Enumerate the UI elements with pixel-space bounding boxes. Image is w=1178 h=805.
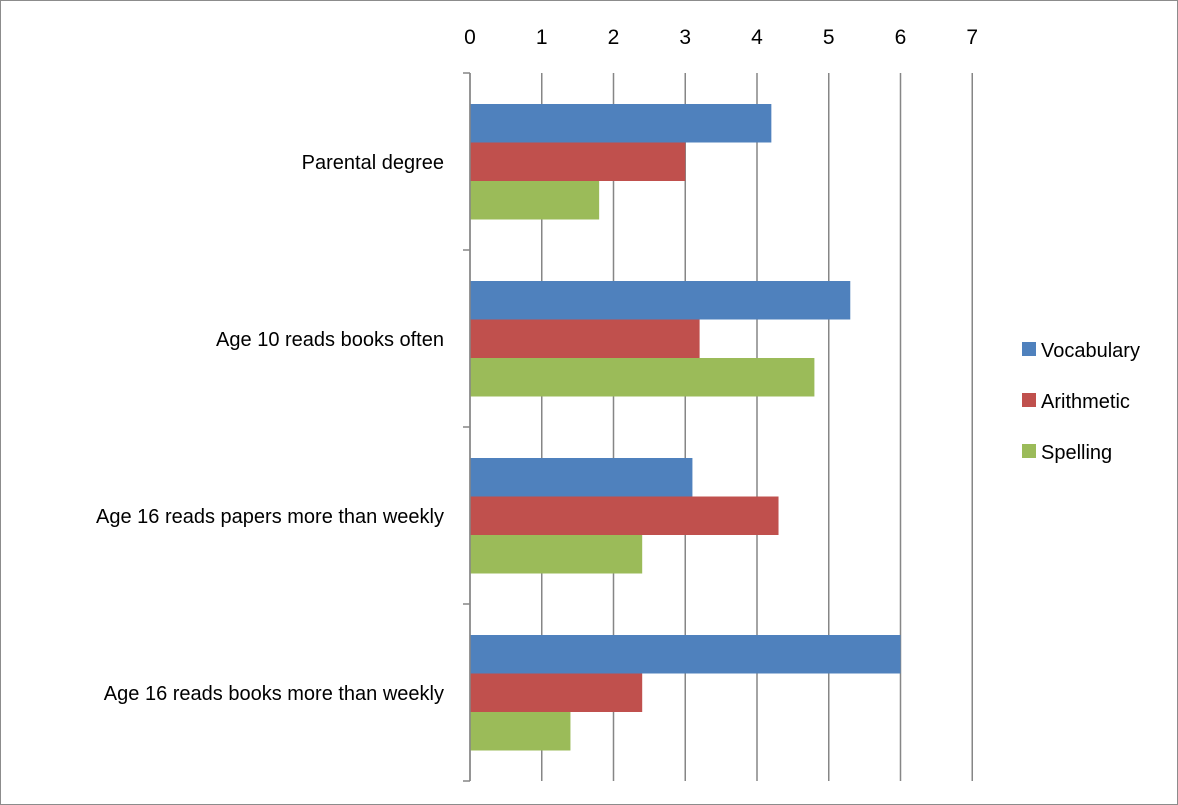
legend-label-arithmetic: Arithmetic [1041, 391, 1130, 413]
legend-swatch-vocabulary [1022, 342, 1036, 356]
bar-vocabulary-3 [470, 635, 901, 674]
x-tick-label: 7 [966, 26, 978, 49]
bar-vocabulary-2 [470, 458, 693, 497]
x-tick-label: 5 [823, 26, 835, 49]
x-tick-label: 6 [895, 26, 907, 49]
category-label: Age 16 reads papers more than weekly [96, 506, 444, 528]
legend-label-spelling: Spelling [1041, 442, 1112, 464]
bar-arithmetic-1 [470, 319, 700, 358]
x-tick-label: 3 [679, 26, 691, 49]
bar-spelling-0 [470, 181, 600, 220]
x-tick-label: 4 [751, 26, 763, 49]
bar-arithmetic-3 [470, 673, 643, 712]
legend-swatch-arithmetic [1022, 393, 1036, 407]
bar-arithmetic-0 [470, 142, 686, 181]
category-label: Age 10 reads books often [216, 329, 444, 351]
bar-spelling-1 [470, 358, 815, 397]
legend-swatch-spelling [1022, 444, 1036, 458]
category-label: Parental degree [302, 152, 444, 174]
legend-label-vocabulary: Vocabulary [1041, 340, 1140, 362]
x-tick-label: 2 [608, 26, 620, 49]
x-tick-label: 1 [536, 26, 548, 49]
bar-spelling-2 [470, 535, 643, 574]
bar-vocabulary-0 [470, 104, 772, 143]
x-tick-label: 0 [464, 26, 476, 49]
bar-arithmetic-2 [470, 496, 779, 535]
bar-spelling-3 [470, 712, 571, 751]
category-label: Age 16 reads books more than weekly [104, 683, 444, 705]
bar-vocabulary-1 [470, 281, 851, 320]
